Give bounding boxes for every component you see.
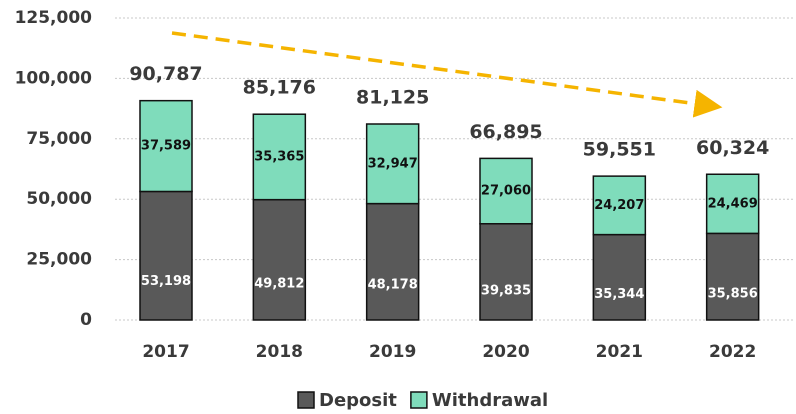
data-label: 35,344 [594,287,644,302]
data-label: 32,947 [368,156,418,171]
x-tick-label: 2019 [369,342,416,362]
bar-segment [479,157,533,225]
data-label: 48,178 [368,278,418,293]
bar-segment [139,190,193,321]
data-label: 49,812 [254,276,304,291]
total-label: 85,176 [243,77,316,99]
legend-label: Withdrawal [432,390,548,411]
trend-arrow [171,31,723,118]
y-tick-label: 75,000 [26,129,92,149]
y-tick-label: 125,000 [15,8,93,28]
x-tick-label: 2022 [709,342,756,362]
bar-segment [705,232,760,321]
legend-swatch [297,391,315,409]
y-tick-label: 0 [80,310,92,330]
legend-label: Deposit [319,390,397,411]
total-label: 60,324 [696,137,769,159]
x-tick-label: 2018 [256,342,303,362]
bars [139,99,760,321]
grid [115,17,795,321]
total-label: 59,551 [583,139,656,161]
x-tick-label: 2017 [142,342,189,362]
y-tick-label: 25,000 [26,250,92,270]
total-label: 66,895 [469,121,542,143]
labels: 0 25,000 50,000 75,000 100,000 125,000 2017 53,… [15,8,770,411]
total-label: 81,125 [356,87,429,109]
bar-segment [252,198,307,321]
data-label: 53,198 [141,274,191,289]
x-tick-label: 2020 [482,342,529,362]
bar-segment [139,99,193,193]
data-label: 24,207 [594,198,644,213]
total-label: 90,787 [129,63,202,85]
data-label: 37,589 [141,139,191,154]
bar-segment [479,223,533,321]
bar-segment [592,233,647,321]
data-label: 24,469 [708,196,758,211]
data-label: 27,060 [481,184,531,199]
bar-segment [365,123,420,205]
data-label: 35,856 [708,287,758,302]
data-label: 39,835 [481,284,531,299]
data-label: 35,365 [254,149,304,164]
bar-segment [592,175,647,236]
x-tick-label: 2021 [596,342,643,362]
bar-segment [705,173,760,235]
bar-segment [365,202,420,321]
legend-swatch [410,391,428,409]
y-tick-label: 100,000 [15,68,93,88]
bar-segment [252,113,307,201]
y-tick-label: 50,000 [26,189,92,209]
